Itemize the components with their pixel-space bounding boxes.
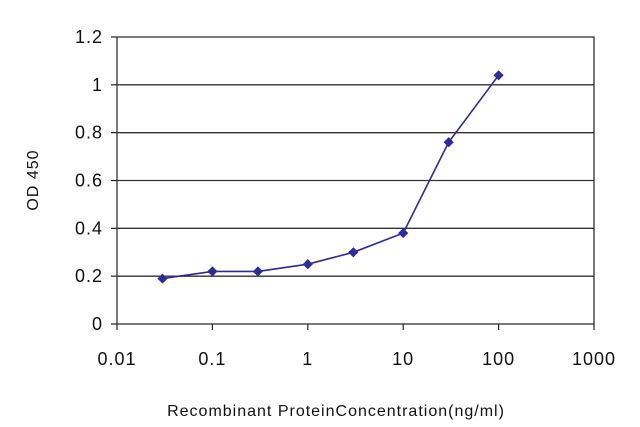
y-axis-title: OD 450 — [25, 149, 42, 210]
data-point-marker — [348, 247, 359, 258]
data-point-marker — [443, 137, 454, 148]
y-axis-tick-labels: 0 0.2 0.4 0.6 0.8 1 1.2 — [75, 27, 103, 334]
y-tick-label: 0.6 — [75, 171, 103, 191]
x-tick-label: 10 — [392, 349, 414, 369]
data-point-marker — [302, 259, 313, 270]
x-tick-label: 1000 — [572, 349, 616, 369]
data-point-marker — [207, 266, 218, 277]
x-axis-ticks — [116, 324, 595, 330]
x-tick-label: 0.01 — [97, 349, 136, 369]
x-axis-title: Recombinant ProteinConcentration(ng/ml) — [167, 403, 505, 420]
y-tick-label: 0.2 — [75, 266, 103, 286]
y-tick-label: 1.2 — [75, 27, 103, 47]
x-tick-label: 1 — [302, 349, 313, 369]
x-tick-label: 0.1 — [198, 349, 226, 369]
x-axis-tick-labels: 0.01 0.1 1 10 100 1000 — [97, 349, 616, 369]
y-tick-label: 0 — [92, 314, 103, 334]
data-point-marker — [157, 273, 168, 284]
y-axis-ticks — [111, 36, 117, 325]
x-tick-label: 100 — [482, 349, 515, 369]
data-point-marker — [398, 228, 409, 239]
y-tick-label: 1 — [92, 75, 103, 95]
series-layer — [157, 70, 504, 284]
series-line — [162, 74, 500, 280]
grid-lines — [117, 84, 594, 277]
y-tick-label: 0.8 — [75, 123, 103, 143]
data-point-marker — [252, 266, 263, 277]
y-tick-label: 0.4 — [75, 218, 103, 238]
data-point-marker — [493, 70, 504, 81]
